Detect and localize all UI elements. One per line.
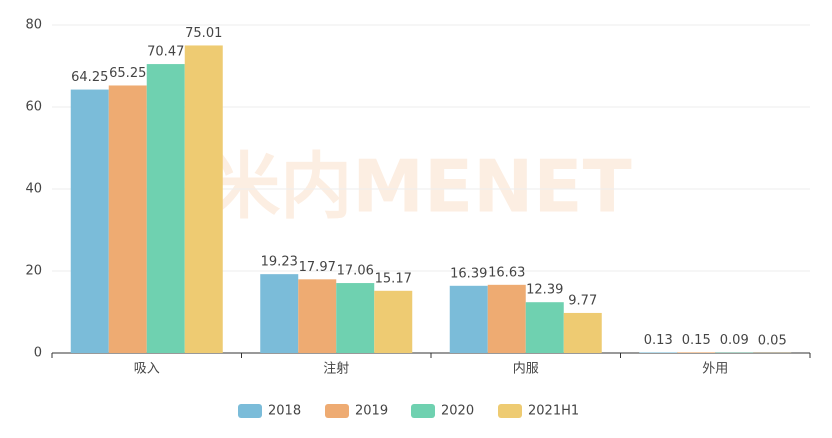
x-tick-label: 注射 bbox=[323, 361, 349, 377]
bar bbox=[336, 283, 375, 353]
y-tick-label: 60 bbox=[25, 100, 42, 115]
legend-swatch bbox=[498, 404, 522, 418]
legend-label: 2020 bbox=[441, 404, 474, 419]
legend-swatch bbox=[325, 404, 349, 418]
value-label: 0.15 bbox=[682, 333, 711, 348]
bar bbox=[108, 85, 147, 353]
value-label: 0.05 bbox=[758, 333, 787, 348]
bar bbox=[374, 290, 413, 353]
value-label: 17.97 bbox=[299, 260, 336, 275]
legend-label: 2021H1 bbox=[528, 404, 579, 419]
y-tick-label: 40 bbox=[25, 182, 42, 197]
bar bbox=[70, 89, 109, 353]
value-label: 16.63 bbox=[488, 265, 525, 280]
x-tick-label: 外用 bbox=[702, 362, 728, 377]
bar bbox=[487, 284, 526, 353]
value-label: 17.06 bbox=[337, 264, 374, 279]
value-label: 15.17 bbox=[375, 271, 412, 286]
value-label: 70.47 bbox=[147, 45, 184, 60]
y-tick-label: 0 bbox=[34, 346, 42, 361]
value-label: 65.25 bbox=[109, 66, 146, 81]
legend-label: 2018 bbox=[268, 404, 301, 419]
y-tick-label: 80 bbox=[25, 18, 42, 33]
x-tick-label: 内服 bbox=[513, 361, 539, 377]
legend-swatch bbox=[411, 404, 435, 418]
value-label: 16.39 bbox=[450, 266, 487, 281]
legend-swatch bbox=[238, 404, 262, 418]
value-label: 12.39 bbox=[526, 283, 563, 298]
bar bbox=[639, 352, 678, 353]
bar bbox=[146, 64, 185, 353]
bar bbox=[184, 45, 223, 354]
value-label: 19.23 bbox=[261, 255, 298, 270]
value-label: 0.13 bbox=[644, 333, 673, 348]
bar bbox=[298, 279, 337, 353]
legend-label: 2019 bbox=[355, 404, 388, 419]
y-tick-label: 20 bbox=[25, 264, 42, 279]
bar bbox=[525, 302, 564, 353]
watermark: 米内MENET bbox=[208, 145, 631, 229]
value-label: 9.77 bbox=[568, 293, 597, 308]
value-label: 64.25 bbox=[71, 70, 108, 85]
bar bbox=[260, 274, 299, 353]
value-label: 75.01 bbox=[185, 26, 222, 41]
value-label: 0.09 bbox=[720, 333, 749, 348]
bar bbox=[449, 285, 488, 353]
x-tick-label: 吸入 bbox=[134, 362, 160, 377]
bar bbox=[563, 312, 602, 353]
bar bbox=[677, 352, 716, 353]
